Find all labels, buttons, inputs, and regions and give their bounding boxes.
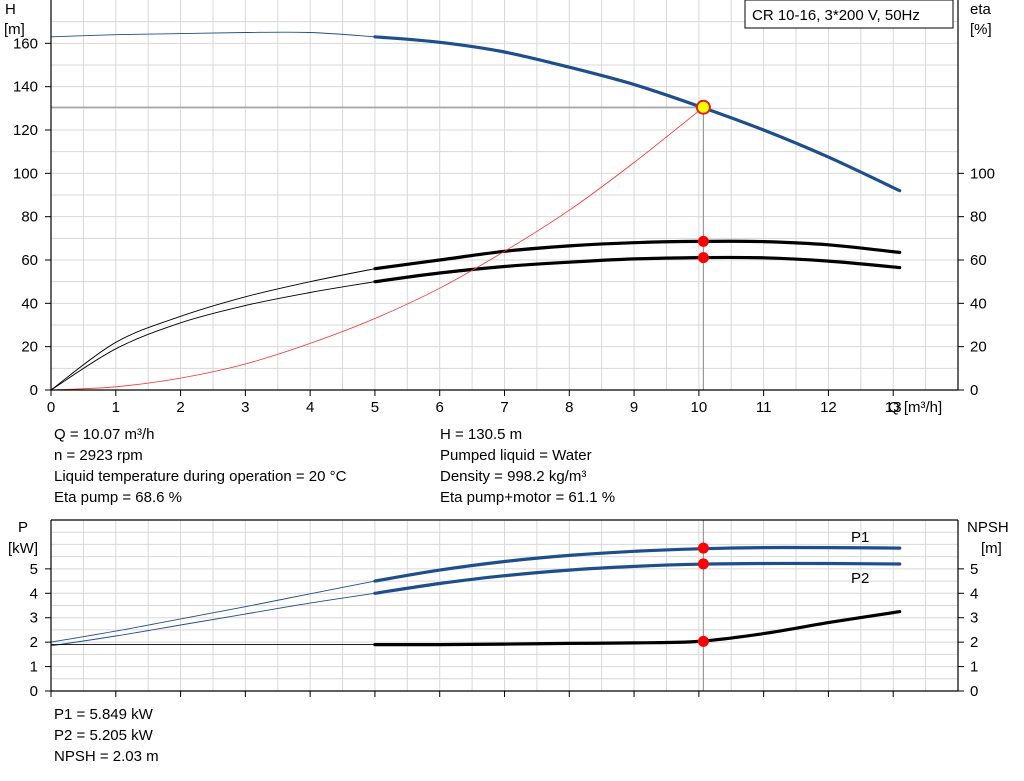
info-bottom: P1 = 5.849 kW P2 = 5.205 kW NPSH = 2.03 … [54, 704, 159, 767]
series-label-p1: P1 [851, 529, 869, 546]
info-eta-pump-motor: Eta pump+motor = 61.1 % [440, 489, 616, 506]
power-marker [697, 542, 709, 554]
npsh-tick-label: 1 [970, 659, 978, 676]
top-eta_total-curve-thin [50, 281, 375, 391]
x-tick-label: 1 [112, 399, 120, 416]
info-p1: P1 = 5.849 kW [54, 706, 153, 723]
top-h-curve [373, 35, 902, 193]
p-tick-label: 1 [30, 659, 38, 676]
power-marker [697, 558, 709, 570]
y-right-axis-unit: [%] [970, 21, 992, 38]
x-tick-label: 11 [756, 399, 772, 416]
info-top-left: Q = 10.07 m³/h n = 2923 rpm Liquid tempe… [54, 424, 346, 508]
x-tick-label: 9 [630, 399, 638, 416]
x-tick-label: 12 [820, 399, 837, 416]
eta-marker [697, 235, 709, 247]
y-left-tick-label: 140 [13, 79, 38, 96]
info-pumped-liquid: Pumped liquid = Water [440, 447, 592, 464]
chart-title: CR 10-16, 3*200 V, 50Hz [752, 7, 920, 24]
top-system_curve-curve [50, 106, 704, 391]
y-left-tick-label: 80 [21, 209, 38, 226]
top-chart-plot [50, 31, 902, 391]
info-speed: n = 2923 rpm [54, 447, 143, 464]
npsh-tick-label: 2 [970, 634, 978, 651]
y-left-tick-label: 0 [30, 382, 38, 399]
npsh-tick-label: 5 [970, 561, 978, 578]
y-left-axis-label: H [5, 1, 16, 18]
npsh-tick-label: 3 [970, 610, 978, 627]
p-tick-label: 0 [30, 683, 38, 700]
x-tick-label: 7 [500, 399, 508, 416]
y-right-tick-label: 100 [970, 165, 995, 182]
x-tick-label: 13 [885, 399, 902, 416]
bottom-p2-curve [373, 561, 902, 595]
top-eta_pump-curve [373, 239, 902, 271]
info-head: H = 130.5 m [440, 426, 523, 443]
bottom-p1-curve-thin [50, 580, 375, 643]
x-tick-label: 0 [47, 399, 55, 416]
y-left-tick-label: 120 [13, 122, 38, 139]
info-liquid-temperature: Liquid temperature during operation = 20… [54, 468, 347, 485]
x-tick-label: 2 [176, 399, 184, 416]
title-box [744, 0, 954, 29]
x-axis-label: Q [m³/h] [888, 399, 942, 416]
info-npsh: NPSH = 2.03 m [54, 748, 159, 765]
x-tick-label: 6 [436, 399, 444, 416]
y-right-axis-label: eta [970, 1, 992, 18]
bottom-chart-grid [51, 520, 958, 691]
x-tick-label: 10 [691, 399, 708, 416]
y-left-tick-label: 60 [21, 252, 38, 269]
bottom-npsh-curve [373, 610, 902, 647]
y-left-tick-label: 100 [13, 165, 38, 182]
p-tick-label: 2 [30, 634, 38, 651]
duty-point-marker [695, 99, 711, 115]
y-right-tick-label: 40 [970, 295, 987, 312]
p-tick-label: 4 [30, 585, 38, 602]
top-h-curve-thin [50, 31, 375, 38]
y-left-tick-label: 160 [13, 35, 38, 52]
power-axis-unit: [kW] [8, 540, 38, 557]
info-top-right: H = 130.5 m Pumped liquid = Water Densit… [440, 424, 615, 508]
info-p2: P2 = 5.205 kW [54, 727, 153, 744]
power-axis-label: P [18, 519, 28, 536]
bottom-p2-curve-thin [50, 592, 375, 647]
npsh-tick-label: 0 [970, 683, 978, 700]
y-right-tick-label: 20 [970, 339, 987, 356]
x-tick-label: 5 [371, 399, 379, 416]
top-eta_pump-curve-thin [50, 268, 375, 391]
bottom-p1-curve [373, 545, 902, 583]
p-tick-label: 5 [30, 561, 38, 578]
power-marker [697, 635, 709, 647]
y-left-axis-unit: [m] [4, 21, 25, 38]
info-eta-pump: Eta pump = 68.6 % [54, 489, 182, 506]
y-right-tick-label: 80 [970, 209, 987, 226]
info-density: Density = 998.2 kg/m³ [440, 468, 587, 485]
y-left-tick-label: 20 [21, 339, 38, 356]
series-label-p2: P2 [851, 570, 869, 587]
y-right-tick-label: 0 [970, 382, 978, 399]
eta-marker [697, 252, 709, 264]
npsh-axis-unit: [m] [981, 540, 1002, 557]
top-chart-grid [51, 0, 958, 390]
y-left-tick-label: 40 [21, 295, 38, 312]
npsh-axis-label: NPSH [967, 519, 1009, 536]
x-tick-label: 4 [306, 399, 314, 416]
top-eta_total-curve [373, 255, 902, 284]
p-tick-label: 3 [30, 610, 38, 627]
x-tick-label: 3 [241, 399, 249, 416]
y-right-tick-label: 60 [970, 252, 987, 269]
info-flow: Q = 10.07 m³/h [54, 426, 155, 443]
x-tick-label: 8 [565, 399, 573, 416]
bottom-chart-plot [50, 520, 902, 691]
npsh-tick-label: 4 [970, 585, 978, 602]
